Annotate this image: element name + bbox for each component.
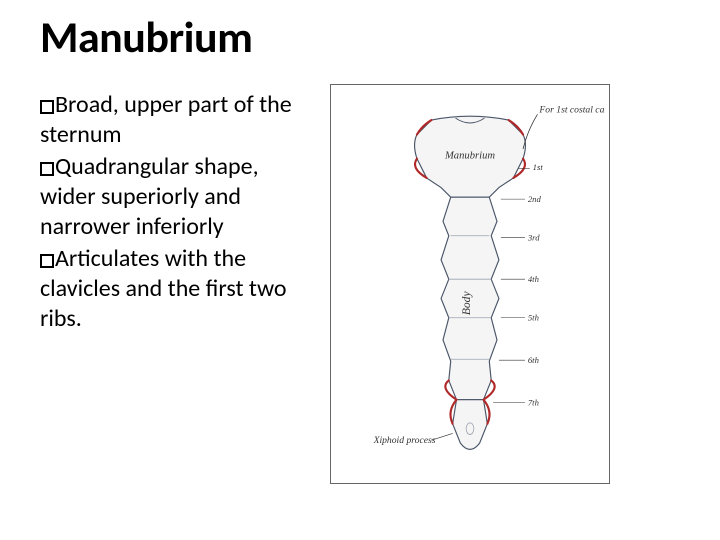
bullet-lead: Articulates — [55, 244, 159, 273]
label-rib: 6th — [528, 355, 539, 365]
bullet-item: Broad, upper part of the sternum — [40, 90, 300, 150]
bullet-lead: Broad, — [55, 90, 119, 119]
label-rib: 3rd — [527, 233, 540, 243]
slide: Manubrium Broad, upper part of the stern… — [0, 0, 720, 540]
figure-container: For 1st costal cartilage Manubrium Body … — [330, 84, 610, 484]
content-row: Broad, upper part of the sternum Quadran… — [40, 84, 680, 484]
label-rib: 5th — [528, 313, 539, 323]
label-rib: 2nd — [528, 194, 542, 204]
bullet-list: Broad, upper part of the sternum Quadran… — [40, 84, 300, 484]
bullet-item: Quadrangular shape, wider superiorly and… — [40, 152, 300, 242]
label-body: Body — [460, 291, 473, 316]
bullet-lead: Quadrangular — [55, 152, 189, 181]
sternum-diagram: For 1st costal cartilage Manubrium Body … — [335, 89, 605, 479]
bullet-marker-icon — [40, 100, 54, 114]
label-rib: 1st — [533, 162, 544, 172]
label-xiphoid: Xiphoid process — [373, 435, 436, 446]
bullet-marker-icon — [40, 162, 54, 176]
label-rib: 7th — [528, 398, 539, 408]
slide-title: Manubrium — [40, 10, 680, 64]
label-1st-costal: For 1st costal cartilage — [538, 104, 605, 115]
bullet-marker-icon — [40, 254, 54, 268]
label-manubrium: Manubrium — [444, 151, 495, 162]
bullet-item: Articulates with the clavicles and the f… — [40, 244, 300, 334]
label-rib: 4th — [528, 274, 539, 284]
